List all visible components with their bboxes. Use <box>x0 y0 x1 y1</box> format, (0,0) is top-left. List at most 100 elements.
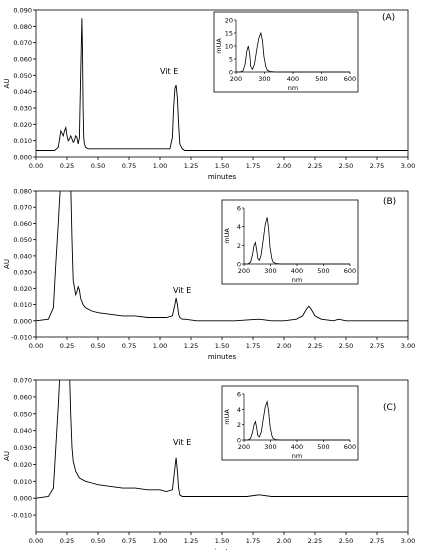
y-tick-label: -0.010 <box>11 334 32 342</box>
x-tick-label: 1.25 <box>184 342 198 350</box>
y-tick-label: 0.020 <box>13 461 32 469</box>
peak-annotation: Vit E <box>173 438 191 447</box>
inset-y-tick-label: 2 <box>237 421 241 429</box>
x-axis-label: minutes <box>208 548 237 550</box>
inset-box <box>213 11 359 93</box>
inset-x-tick-label: 600 <box>344 267 356 275</box>
x-tick-label: 2.25 <box>308 537 322 545</box>
inset-spectrum-trace <box>244 217 350 265</box>
inset-x-tick-label: 400 <box>287 75 299 83</box>
y-tick-label: 0.080 <box>13 23 32 31</box>
x-tick-label: 2.75 <box>370 342 384 350</box>
y-tick-label: 0.040 <box>13 427 32 435</box>
uv-spectrum-inset: 0 2 4 6 200 300 400 500 600 nm mUA <box>221 199 359 285</box>
y-tick-label: 0.010 <box>13 301 32 309</box>
inset-x-tick-label: 500 <box>317 443 329 451</box>
y-tick-label: 0.090 <box>13 7 32 15</box>
inset-y-axis-label: mUA <box>223 228 231 244</box>
inset-x-tick-label: 400 <box>291 443 303 451</box>
x-tick-label: 1.00 <box>153 537 167 545</box>
x-tick-label: 1.75 <box>246 537 260 545</box>
inset-x-tick-label: 500 <box>315 75 327 83</box>
x-tick-label: 0.50 <box>91 537 105 545</box>
panel-b: -0.0100.0000.0100.0200.0300.0400.0500.06… <box>3 188 415 362</box>
y-tick-label: 0.030 <box>13 444 32 452</box>
inset-y-tick-label: 6 <box>237 205 241 213</box>
x-tick-label: 0.00 <box>29 162 43 170</box>
x-tick-label: 0.75 <box>122 162 136 170</box>
x-tick-label: 1.50 <box>215 162 229 170</box>
x-tick-label: 2.50 <box>339 342 353 350</box>
x-tick-label: 2.25 <box>308 162 322 170</box>
x-tick-label: 1.25 <box>184 162 198 170</box>
inset-y-tick-label: 10 <box>225 43 233 51</box>
y-tick-label: 0.010 <box>13 137 32 145</box>
y-tick-label: 0.070 <box>13 377 32 385</box>
uv-spectrum-inset: 0 5 10 15 20 200 300 400 500 600 nm mUA <box>213 11 359 93</box>
x-tick-label: 0.00 <box>29 342 43 350</box>
inset-y-axis-label: mUA <box>223 409 231 425</box>
x-tick-label: 1.50 <box>215 537 229 545</box>
inset-spectrum-trace <box>236 31 350 73</box>
inset-y-tick-label: 2 <box>237 242 241 250</box>
panel-label: (B) <box>383 197 396 207</box>
inset-y-axis-label: mUA <box>215 38 223 54</box>
x-tick-label: 1.75 <box>246 342 260 350</box>
inset-y-tick-label: 6 <box>237 391 241 399</box>
x-tick-label: 1.25 <box>184 537 198 545</box>
x-tick-label: 2.50 <box>339 162 353 170</box>
inset-x-tick-label: 200 <box>238 267 250 275</box>
x-tick-label: 0.75 <box>122 342 136 350</box>
inset-y-tick-label: 20 <box>225 17 233 25</box>
y-tick-label: 0.000 <box>13 154 32 162</box>
inset-x-tick-label: 200 <box>230 75 242 83</box>
x-axis-label: minutes <box>208 173 237 181</box>
inset-x-tick-label: 300 <box>264 267 276 275</box>
inset-x-tick-label: 400 <box>291 267 303 275</box>
y-tick-label: 0.070 <box>13 39 32 47</box>
x-tick-label: 0.75 <box>122 537 136 545</box>
y-tick-label: 0.050 <box>13 72 32 80</box>
y-tick-label: 0.060 <box>13 220 32 228</box>
x-tick-label: 2.00 <box>277 537 291 545</box>
inset-x-tick-label: 200 <box>238 443 250 451</box>
y-tick-label: 0.080 <box>13 188 32 196</box>
inset-box <box>221 385 359 461</box>
y-tick-label: 0.050 <box>13 410 32 418</box>
inset-y-tick-label: 0 <box>237 437 241 445</box>
y-tick-label: 0.030 <box>13 105 32 113</box>
peak-annotation: Vit E <box>173 286 191 295</box>
chromatogram-trace <box>36 191 408 322</box>
inset-y-tick-label: 4 <box>237 406 241 414</box>
y-tick-label: 0.010 <box>13 478 32 486</box>
inset-x-axis-label: nm <box>292 452 302 460</box>
inset-y-tick-label: 5 <box>229 56 233 64</box>
y-axis-label: AU <box>3 451 11 461</box>
x-tick-label: 0.25 <box>60 537 74 545</box>
x-tick-label: 2.00 <box>277 342 291 350</box>
inset-y-tick-label: 15 <box>225 30 233 38</box>
x-tick-label: 2.75 <box>370 537 384 545</box>
x-tick-label: 0.00 <box>29 537 43 545</box>
inset-x-tick-label: 600 <box>344 75 356 83</box>
inset-y-tick-label: 0 <box>229 69 233 77</box>
x-axis-label: minutes <box>208 353 237 361</box>
y-tick-label: 0.040 <box>13 252 32 260</box>
x-tick-label: 2.25 <box>308 342 322 350</box>
inset-y-tick-label: 4 <box>237 223 241 231</box>
panel-label: (C) <box>383 403 396 413</box>
inset-x-tick-label: 300 <box>264 443 276 451</box>
x-tick-label: 1.00 <box>153 342 167 350</box>
inset-x-tick-label: 500 <box>317 267 329 275</box>
inset-x-axis-label: nm <box>292 276 302 284</box>
y-tick-label: 0.060 <box>13 393 32 401</box>
uv-spectrum-inset: 0 2 4 6 200 300 400 500 600 nm mUA <box>221 385 359 461</box>
x-tick-label: 2.00 <box>277 162 291 170</box>
y-tick-label: 0.020 <box>13 121 32 129</box>
y-tick-label: 0.060 <box>13 56 32 64</box>
x-tick-label: 2.50 <box>339 537 353 545</box>
x-tick-label: 3.00 <box>401 162 415 170</box>
x-tick-label: 2.75 <box>370 162 384 170</box>
x-tick-label: 0.50 <box>91 342 105 350</box>
inset-x-axis-label: nm <box>288 84 298 92</box>
